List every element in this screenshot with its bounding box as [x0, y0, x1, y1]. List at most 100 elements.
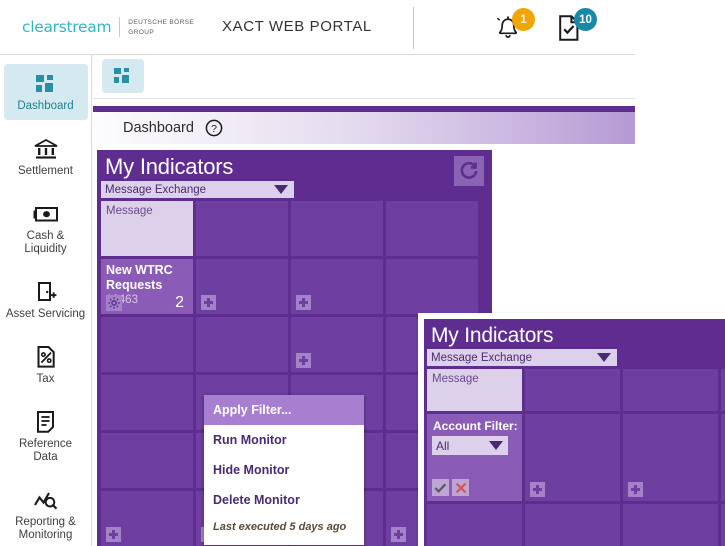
sidebar-item-reference-data[interactable]: Reference Data: [4, 402, 88, 471]
panel2-cell-empty[interactable]: [721, 504, 725, 546]
notifications-button[interactable]: 1: [495, 8, 535, 44]
panel2-cell-add[interactable]: [721, 414, 725, 501]
panel2-cell-empty[interactable]: [525, 369, 620, 411]
panel1-cell-empty[interactable]: [101, 375, 193, 430]
cross-icon: [455, 482, 466, 493]
sidebar-nav: Dashboard Settlement: [0, 55, 92, 546]
refresh-icon: [460, 161, 478, 179]
monitor-context-menu: Apply Filter... Run Monitor Hide Monitor…: [204, 395, 364, 545]
document-lines-icon: [35, 409, 56, 435]
sidebar-label-asset-servicing: Asset Servicing: [5, 308, 86, 320]
context-menu-item-hide-monitor[interactable]: Hide Monitor: [213, 463, 290, 477]
panel1-cell-empty[interactable]: [386, 201, 478, 256]
sidebar-item-cash-liquidity[interactable]: Cash & Liquidity: [4, 194, 88, 263]
plus-icon[interactable]: [391, 527, 406, 542]
panel1-cell-empty[interactable]: [196, 317, 288, 372]
plus-icon[interactable]: [296, 295, 311, 310]
panel2-account-filter-label: Account Filter:: [433, 419, 518, 433]
panel2-cell-message-label[interactable]: Message: [427, 369, 522, 411]
panel2-filter-actions: [432, 479, 469, 496]
sidebar-item-reporting-monitoring[interactable]: Reporting & Monitoring: [4, 480, 88, 546]
panel2-account-filter-select[interactable]: All: [432, 436, 508, 455]
panel2-cell-add[interactable]: [525, 414, 620, 501]
portal-title: XACT WEB PORTAL: [222, 18, 372, 35]
panel1-monitor-tile[interactable]: New WTRC Requests 13463 2: [101, 259, 193, 314]
context-menu-item-run-monitor[interactable]: Run Monitor: [213, 433, 287, 447]
panel2-cell-empty[interactable]: [623, 369, 718, 411]
sidebar-item-dashboard[interactable]: Dashboard: [3, 64, 88, 120]
sidebar-label-dashboard: Dashboard: [17, 100, 74, 112]
context-menu-item-apply-filter[interactable]: Apply Filter...: [204, 395, 364, 425]
chevron-down-icon: [274, 185, 288, 194]
panel1-cell-empty[interactable]: [291, 201, 383, 256]
panel1-refresh-button[interactable]: [454, 156, 484, 186]
banknote-icon: [33, 201, 59, 227]
tasks-button[interactable]: 10: [557, 8, 597, 44]
panel1-cell-empty[interactable]: [386, 259, 478, 314]
dashboard-grid-icon: [114, 68, 129, 83]
panel1-cell-message-label[interactable]: Message: [101, 201, 193, 256]
plus-icon[interactable]: [296, 353, 311, 368]
panel1-group-select[interactable]: Message Exchange: [101, 181, 294, 198]
panel1-cell-add[interactable]: [291, 259, 383, 314]
brand-subtitle-line2: GROUP: [128, 28, 155, 36]
panel2-cell-empty[interactable]: [427, 504, 522, 546]
brand-name: clearstream: [22, 18, 112, 36]
brand-subtitle: DEUTSCHE BÖRSE GROUP: [128, 18, 194, 37]
context-menu-item-delete-monitor[interactable]: Delete Monitor: [213, 493, 300, 507]
panel1-message-label: Message: [106, 205, 153, 217]
sidebar-item-tax[interactable]: Tax: [4, 337, 88, 393]
panel1-cell-empty[interactable]: [196, 201, 288, 256]
panel2-cell-empty[interactable]: [525, 504, 620, 546]
brand-divider: [119, 17, 121, 37]
chevron-down-icon: [489, 441, 503, 450]
panel2-title: My Indicators: [431, 324, 554, 347]
svg-text:?: ?: [211, 123, 217, 135]
plus-icon[interactable]: [106, 527, 121, 542]
panel1-cell-empty[interactable]: [101, 433, 193, 488]
sidebar-spacer-2: [0, 185, 91, 194]
panel2-cell-add[interactable]: [623, 414, 718, 501]
help-button[interactable]: ?: [205, 119, 223, 137]
panel2-tile-grid: Message Account Filter: All: [424, 366, 725, 546]
gear-icon: [108, 297, 120, 309]
panel2-cell-empty[interactable]: [623, 504, 718, 546]
sidebar-spacer-3: [0, 263, 91, 272]
sidebar-label-reporting-monitoring: Reporting & Monitoring: [15, 516, 76, 541]
plus-icon[interactable]: [530, 482, 545, 497]
sidebar-item-settlement[interactable]: Settlement: [4, 129, 88, 185]
content-toolbar: [93, 55, 635, 99]
tasks-count-badge: 10: [574, 8, 597, 31]
panel2-filter-confirm-button[interactable]: [432, 479, 449, 496]
panel2-filter-cancel-button[interactable]: [452, 479, 469, 496]
panel1-cell-add[interactable]: [196, 259, 288, 314]
panel2-account-filter-tile[interactable]: Account Filter: All: [427, 414, 522, 501]
plus-icon[interactable]: [201, 295, 216, 310]
panel1-group-value: Message Exchange: [105, 183, 207, 196]
sidebar-label-reference-data: Reference Data: [18, 438, 73, 463]
page-title: Dashboard: [123, 120, 194, 136]
panel1-cell-empty[interactable]: [101, 317, 193, 372]
panel1-cell-add[interactable]: [291, 317, 383, 372]
panel2-header: My Indicators: [424, 319, 725, 348]
my-indicators-panel-floating: My Indicators Message Exchange Message: [418, 313, 725, 546]
plus-icon[interactable]: [628, 482, 643, 497]
dashboard-grid-icon: [34, 71, 58, 97]
sidebar-spacer-5: [0, 393, 91, 402]
dashboard-tile-button[interactable]: [102, 59, 144, 93]
sidebar-spacer-6: [0, 471, 91, 480]
panel1-cell-add[interactable]: [101, 491, 193, 546]
panel1-monitor-title: New WTRC Requests: [106, 263, 173, 292]
header-divider: [413, 7, 414, 49]
sidebar-label-settlement: Settlement: [18, 165, 73, 177]
sidebar-spacer-1: [0, 120, 91, 129]
panel2-cell-empty[interactable]: [721, 369, 725, 411]
door-plus-icon: [34, 279, 58, 305]
panel2-group-select[interactable]: Message Exchange: [427, 349, 617, 366]
page-title-accent-bar: [93, 106, 635, 112]
panel1-monitor-count: 2: [175, 294, 184, 311]
brand-subtitle-line1: DEUTSCHE BÖRSE: [128, 19, 195, 26]
panel1-monitor-settings-button[interactable]: [106, 295, 122, 311]
sidebar-item-asset-servicing[interactable]: Asset Servicing: [4, 272, 88, 328]
chart-magnifier-icon: [33, 487, 59, 513]
